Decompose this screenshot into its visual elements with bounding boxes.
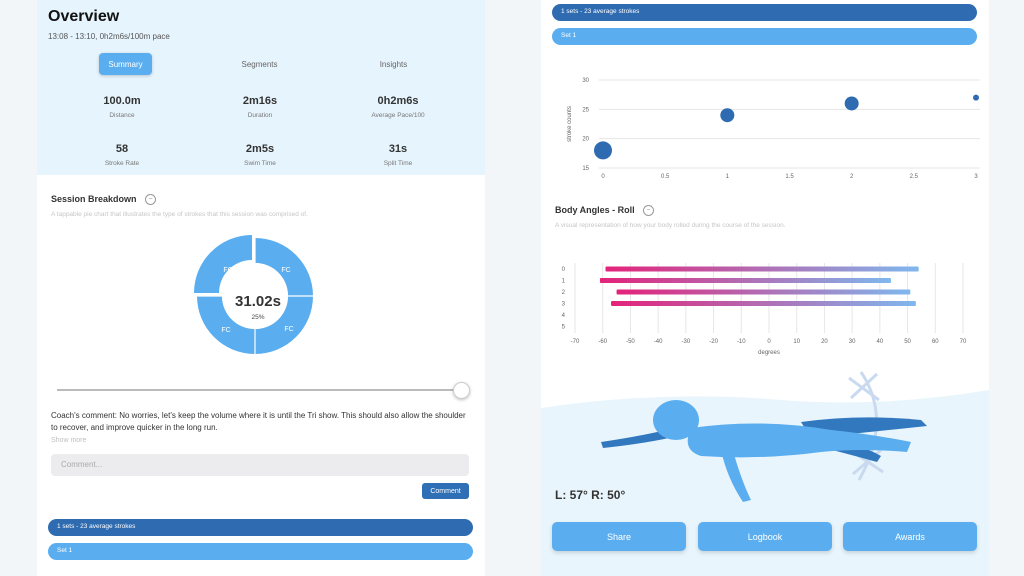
- session-breakdown-title: Session Breakdown: [51, 194, 137, 204]
- x-tick-label: -40: [654, 339, 663, 345]
- roll-angle-readout: L: 57° R: 50°: [555, 488, 626, 502]
- x-tick-label: 30: [849, 339, 856, 345]
- share-button[interactable]: Share: [552, 522, 686, 551]
- info-icon[interactable]: ~: [643, 205, 654, 216]
- session-time-range: 13:08 - 13:10, 0h2m6s/100m pace: [48, 32, 170, 41]
- stat-value: 0h2m6s: [377, 95, 419, 107]
- x-tick-label: 0: [601, 174, 605, 180]
- stat-label: Swim Time: [244, 160, 276, 167]
- donut-slice-selected[interactable]: [194, 235, 252, 293]
- session-details-panel: 1 sets - 23 average strokes Set 1 15 20 25…: [541, 0, 989, 576]
- sets-summary-bar[interactable]: 1 sets - 23 average strokes: [48, 519, 473, 536]
- y-tick-label: 5: [562, 325, 566, 331]
- scatter-point: [720, 108, 735, 123]
- stat-stroke-rate: 58 Stroke Rate: [62, 143, 182, 167]
- donut-slice[interactable]: [197, 238, 313, 354]
- stat-duration: 2m16s Duration: [200, 95, 320, 119]
- y-tick-label: 25: [582, 107, 589, 113]
- stat-value: 58: [115, 143, 129, 155]
- stat-value: 100.0m: [103, 95, 141, 107]
- x-tick-label: -50: [626, 339, 635, 345]
- x-tick-label: -70: [571, 339, 580, 345]
- stat-value: 2m16s: [242, 95, 278, 107]
- x-tick-label: -20: [709, 339, 718, 345]
- x-tick-label: 40: [877, 339, 884, 345]
- stroke-count-chart: 15 20 25 30 0 0.5 1 1.5 2 2.5 3 stroke counts: [567, 78, 980, 180]
- awards-button[interactable]: Awards: [843, 522, 977, 551]
- scatter-point: [844, 96, 859, 111]
- slice-label: FC: [281, 267, 290, 274]
- donut-center-value: 31.02s: [235, 293, 281, 310]
- tab-insights[interactable]: Insights: [379, 59, 408, 69]
- roll-bar: [605, 266, 919, 272]
- x-tick-label: 3: [974, 174, 978, 180]
- x-tick-label: 0.5: [661, 174, 670, 180]
- x-tick-label: 10: [793, 339, 800, 345]
- page-title: Overview: [48, 8, 120, 25]
- x-tick-label: 2.5: [910, 174, 919, 180]
- x-tick-label: -10: [737, 339, 746, 345]
- stat-average-pace: 0h2m6s Average Pace/100: [338, 95, 458, 119]
- stroke-donut-chart[interactable]: FC FC FC FC 31.02s 25%: [187, 228, 323, 364]
- stat-label: Average Pace/100: [371, 112, 425, 119]
- x-tick-label: 1: [726, 174, 730, 180]
- x-tick-label: -60: [598, 339, 607, 345]
- x-tick-label: 70: [960, 339, 967, 345]
- stat-label: Distance: [109, 112, 135, 119]
- donut-center-percent: 25%: [251, 314, 264, 321]
- roll-bar: [599, 278, 891, 283]
- stat-label: Stroke Rate: [104, 160, 140, 167]
- logbook-button[interactable]: Logbook: [698, 522, 832, 551]
- tab-summary[interactable]: Summary: [99, 53, 152, 75]
- y-tick-label: 4: [562, 313, 566, 319]
- stat-swim-time: 2m5s Swim Time: [200, 143, 320, 167]
- body-angles-title: Body Angles - Roll: [555, 205, 635, 215]
- y-tick-label: 15: [582, 166, 589, 172]
- scatter-point: [973, 94, 979, 101]
- x-tick-label: 1.5: [785, 174, 794, 180]
- slice-label: FC: [221, 327, 230, 334]
- body-roll-chart: -70 -60 -50 -40 -30 -20 -10 0 10 20 30 40 50 60 70 0 1 2 3…: [562, 263, 967, 356]
- y-tick-label: 20: [582, 137, 589, 143]
- x-tick-label: 50: [904, 339, 911, 345]
- stat-distance: 100.0m Distance: [62, 95, 182, 119]
- session-overview-panel: Overview 13:08 - 13:10, 0h2m6s/100m pace…: [37, 0, 485, 576]
- session-breakdown-description: A tappable pie chart that illustrates th…: [51, 211, 308, 218]
- set-1-bar[interactable]: Set 1: [552, 28, 977, 45]
- breakdown-slider-track[interactable]: [57, 389, 463, 391]
- set-1-bar[interactable]: Set 1: [48, 543, 473, 560]
- comment-button[interactable]: Comment: [422, 483, 469, 499]
- x-axis-label: degrees: [758, 350, 780, 356]
- stat-label: Split Time: [383, 160, 413, 167]
- coach-comment: Coach's comment: No worries, let's keep …: [51, 411, 466, 432]
- y-tick-label: 1: [562, 279, 566, 285]
- info-icon[interactable]: ~: [145, 194, 156, 205]
- stat-label: Duration: [247, 112, 273, 119]
- tab-segments[interactable]: Segments: [241, 59, 278, 69]
- y-tick-label: 2: [562, 290, 566, 296]
- comment-input[interactable]: Comment...: [51, 454, 469, 476]
- x-tick-label: -30: [682, 339, 691, 345]
- slice-label: FC: [284, 326, 293, 333]
- roll-bar: [611, 301, 916, 306]
- slice-label: FC: [223, 267, 232, 274]
- y-tick-label: 3: [562, 302, 566, 308]
- stat-split-time: 31s Split Time: [338, 143, 458, 167]
- scatter-point: [594, 141, 612, 160]
- stat-value: 31s: [388, 143, 408, 155]
- y-axis-label: stroke counts: [567, 106, 573, 142]
- x-tick-label: 60: [932, 339, 939, 345]
- body-angles-description: A visual representation of how your body…: [555, 222, 786, 229]
- x-tick-label: 2: [850, 174, 854, 180]
- x-tick-label: 20: [821, 339, 828, 345]
- sets-summary-bar[interactable]: 1 sets - 23 average strokes: [552, 4, 977, 21]
- overview-header: Overview 13:08 - 13:10, 0h2m6s/100m pace…: [37, 0, 485, 175]
- breakdown-slider-thumb[interactable]: [453, 382, 470, 399]
- roll-bar: [616, 289, 911, 295]
- stat-value: 2m5s: [245, 143, 275, 155]
- y-tick-label: 30: [582, 78, 589, 84]
- x-tick-label: 0: [767, 339, 771, 345]
- show-more-link[interactable]: Show more: [51, 437, 87, 444]
- y-tick-label: 0: [562, 267, 566, 273]
